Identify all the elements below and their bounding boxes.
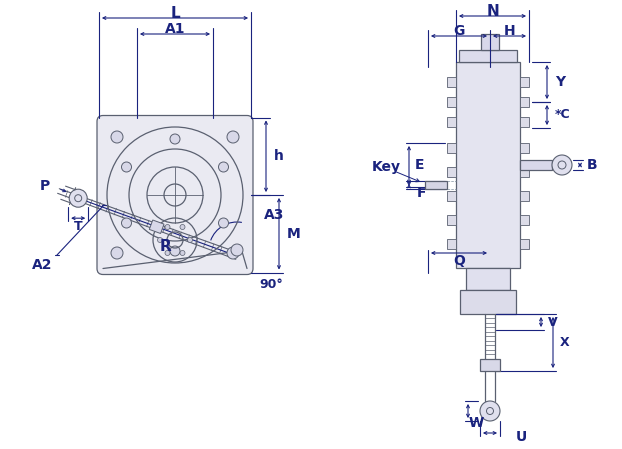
Bar bbox=[456, 62, 520, 268]
Circle shape bbox=[157, 238, 162, 242]
Text: G: G bbox=[453, 24, 465, 38]
Circle shape bbox=[218, 218, 228, 228]
Bar bbox=[447, 239, 456, 249]
Text: F: F bbox=[416, 186, 425, 200]
Bar bbox=[447, 215, 456, 225]
Text: h: h bbox=[274, 149, 284, 163]
Circle shape bbox=[180, 224, 185, 229]
Text: U: U bbox=[516, 430, 527, 444]
Bar bbox=[459, 50, 517, 62]
Text: T: T bbox=[74, 220, 83, 233]
Text: R: R bbox=[160, 238, 172, 254]
Circle shape bbox=[111, 131, 123, 143]
Circle shape bbox=[187, 238, 192, 242]
Circle shape bbox=[552, 155, 572, 175]
Circle shape bbox=[170, 134, 180, 144]
Text: X: X bbox=[560, 336, 570, 349]
Bar bbox=[520, 215, 529, 225]
Text: N: N bbox=[486, 4, 499, 18]
Bar bbox=[447, 191, 456, 201]
Circle shape bbox=[69, 189, 87, 207]
Bar bbox=[520, 191, 529, 201]
Circle shape bbox=[121, 218, 131, 228]
Text: E: E bbox=[414, 158, 424, 172]
Bar bbox=[447, 117, 456, 127]
Bar bbox=[447, 77, 456, 87]
Text: W: W bbox=[468, 416, 484, 430]
Circle shape bbox=[165, 251, 170, 255]
Text: A2: A2 bbox=[32, 258, 52, 272]
Circle shape bbox=[231, 244, 243, 256]
Circle shape bbox=[227, 131, 239, 143]
Bar bbox=[520, 117, 529, 127]
Bar bbox=[447, 167, 456, 177]
Bar bbox=[520, 167, 529, 177]
FancyBboxPatch shape bbox=[97, 115, 253, 274]
Polygon shape bbox=[149, 220, 164, 233]
Text: A1: A1 bbox=[165, 22, 185, 36]
Circle shape bbox=[121, 162, 131, 172]
Text: 90°: 90° bbox=[259, 278, 283, 291]
Text: Key: Key bbox=[372, 160, 401, 174]
Bar bbox=[460, 290, 516, 314]
Text: B: B bbox=[587, 158, 598, 172]
Text: A3: A3 bbox=[264, 208, 284, 222]
Text: P: P bbox=[40, 179, 50, 193]
Bar bbox=[447, 143, 456, 153]
Bar bbox=[520, 77, 529, 87]
Bar bbox=[520, 143, 529, 153]
Bar bbox=[425, 181, 447, 189]
Circle shape bbox=[480, 401, 500, 421]
Circle shape bbox=[227, 247, 239, 259]
Bar bbox=[520, 97, 529, 107]
Circle shape bbox=[218, 162, 228, 172]
Circle shape bbox=[180, 251, 185, 255]
Bar bbox=[520, 239, 529, 249]
Bar bbox=[447, 97, 456, 107]
Text: L: L bbox=[170, 5, 180, 21]
Bar bbox=[481, 34, 499, 50]
Text: *C: *C bbox=[555, 109, 570, 122]
Circle shape bbox=[165, 224, 170, 229]
Bar bbox=[466, 268, 510, 290]
Circle shape bbox=[170, 246, 180, 256]
Text: Q: Q bbox=[453, 254, 465, 268]
Text: Y: Y bbox=[555, 75, 565, 89]
Circle shape bbox=[111, 247, 123, 259]
Bar bbox=[480, 359, 500, 371]
Text: M: M bbox=[287, 227, 301, 241]
Text: H: H bbox=[504, 24, 515, 38]
Text: V: V bbox=[548, 316, 558, 329]
Bar bbox=[520, 160, 552, 170]
